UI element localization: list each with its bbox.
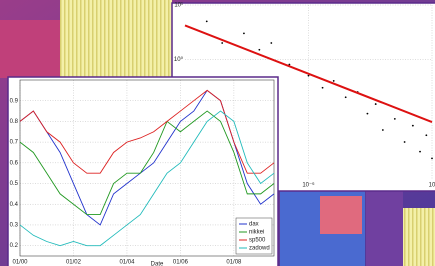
point (425, 134, 427, 136)
y-tick-label: 0.5 (10, 181, 19, 187)
point (322, 87, 324, 89)
decor (320, 196, 362, 234)
legend-label: dax (249, 222, 259, 228)
point (382, 129, 384, 131)
y-tick-label: 0.8 (10, 119, 19, 125)
legend-label: zadowd (249, 246, 270, 252)
legend-label: nikkei (249, 230, 264, 236)
y-tick-label: 10⁰ (174, 56, 184, 63)
x-tick-label: 01/00 (12, 260, 28, 266)
point (345, 96, 347, 98)
decor (403, 208, 435, 266)
point (431, 157, 433, 159)
collage: 10¹ 10⁰ 10⁻⁶ 10 0.2 0.3 0.4 0.5 0.6 0.7 0.8 0.9 01/… (0, 0, 435, 266)
x-tick-label: 10 (429, 183, 435, 189)
y-tick-label: 10¹ (174, 3, 183, 9)
legend-label: sp500 (249, 238, 266, 244)
point (206, 20, 208, 22)
x-tick-label: 01/06 (173, 260, 189, 266)
point (367, 113, 369, 115)
decor (60, 0, 172, 78)
x-tick-label: 01/04 (119, 260, 135, 266)
y-tick-label: 0.6 (10, 160, 19, 166)
y-tick-label: 0.3 (10, 223, 19, 229)
decor (366, 190, 403, 266)
point (404, 141, 406, 143)
y-tick-label: 0.7 (10, 140, 19, 146)
y-tick-label: 0.4 (10, 202, 19, 208)
point (375, 103, 377, 105)
y-tick-label: 0.9 (10, 98, 19, 104)
point (243, 33, 245, 35)
point (412, 125, 414, 127)
x-axis-label: Date (151, 262, 164, 266)
point (270, 42, 272, 44)
point (394, 118, 396, 120)
point (333, 80, 335, 82)
x-tick-label: 01/02 (66, 260, 82, 266)
x-tick-label: 10⁻⁶ (302, 182, 315, 189)
point (221, 42, 223, 44)
y-tick-label: 0.2 (10, 243, 19, 249)
decor (0, 20, 60, 78)
point (419, 151, 421, 153)
x-tick-label: 01/08 (226, 260, 242, 266)
point (258, 49, 260, 51)
